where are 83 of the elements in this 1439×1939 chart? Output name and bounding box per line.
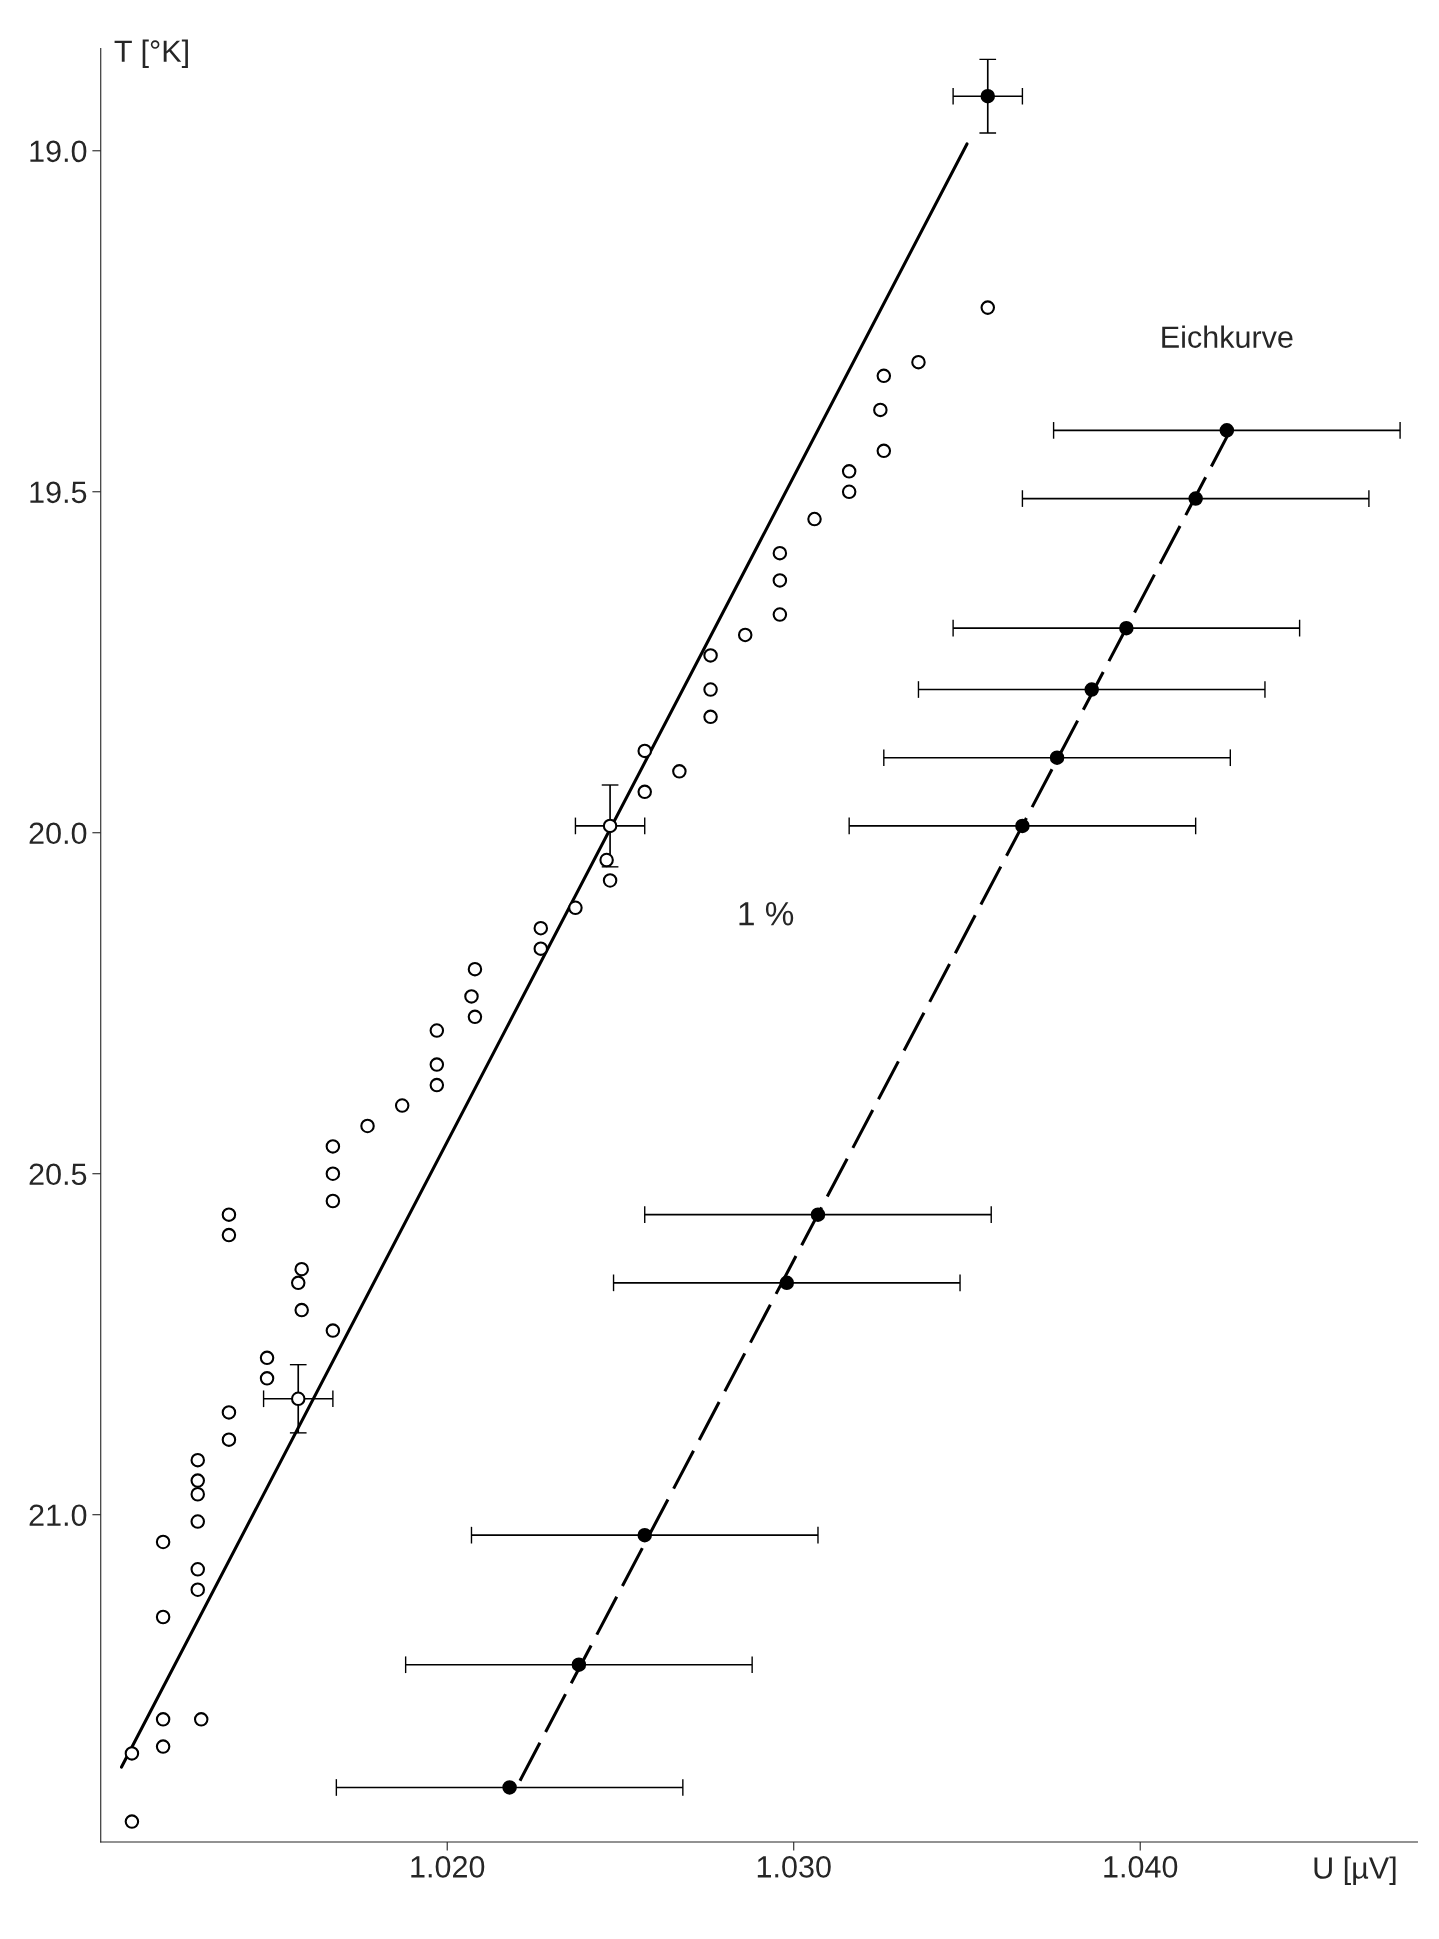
point <box>190 1473 205 1488</box>
point <box>602 873 618 888</box>
point <box>360 1118 375 1134</box>
point <box>190 1514 205 1529</box>
point <box>259 1350 275 1366</box>
text: Eichkurve <box>1162 325 1293 348</box>
point <box>703 682 718 697</box>
point <box>221 1227 237 1243</box>
point <box>779 1275 795 1291</box>
point <box>1119 620 1134 636</box>
point <box>637 784 652 800</box>
point <box>467 1009 483 1025</box>
point <box>502 1780 517 1795</box>
y-tick-label: 19.0 <box>30 140 87 163</box>
point <box>703 648 718 663</box>
point <box>290 1275 306 1291</box>
x-axis-title: U [µV] <box>1314 1856 1396 1885</box>
point <box>190 1562 205 1577</box>
point <box>568 900 583 916</box>
point <box>221 1432 237 1447</box>
point <box>290 1391 306 1407</box>
point <box>429 1057 445 1072</box>
point <box>1049 750 1065 765</box>
x-tick-label: 1.030 <box>757 1856 831 1878</box>
point <box>464 989 479 1004</box>
point <box>190 1452 205 1468</box>
point <box>467 961 483 977</box>
point <box>807 511 822 527</box>
point <box>190 1582 205 1597</box>
point <box>703 709 718 725</box>
point <box>221 1405 237 1420</box>
annotation: 1 % <box>739 902 794 926</box>
point <box>124 1746 140 1761</box>
point <box>772 545 788 561</box>
y-tick-label: 19.5 <box>30 481 87 504</box>
point <box>1084 682 1099 697</box>
point <box>873 402 888 418</box>
point <box>876 443 892 459</box>
point <box>1015 818 1030 834</box>
point <box>841 464 857 479</box>
point <box>911 354 926 370</box>
point <box>599 852 614 868</box>
point <box>876 368 892 384</box>
y-axis-title: T [°K] <box>114 39 188 68</box>
y-tick-label: 20.5 <box>29 1163 87 1186</box>
point <box>325 1139 341 1154</box>
point <box>637 1527 652 1543</box>
point <box>1219 423 1235 438</box>
point <box>155 1712 171 1727</box>
point <box>294 1261 309 1277</box>
point <box>602 818 618 834</box>
point <box>571 1657 587 1672</box>
point <box>325 1193 341 1209</box>
point <box>221 1207 237 1222</box>
point <box>124 1814 140 1829</box>
point <box>325 1166 341 1181</box>
point <box>841 484 857 500</box>
point <box>155 1739 171 1754</box>
point <box>325 1323 341 1338</box>
x-tick-label: 1.040 <box>1104 1856 1178 1878</box>
point <box>772 607 788 622</box>
point <box>190 1487 205 1502</box>
point <box>737 627 753 643</box>
point <box>980 88 996 104</box>
point <box>294 1302 309 1318</box>
x-tick-label: 1.020 <box>411 1856 485 1878</box>
point <box>810 1207 826 1222</box>
point <box>155 1534 171 1550</box>
point <box>533 920 549 936</box>
point <box>429 1077 445 1093</box>
point <box>429 1023 445 1038</box>
point <box>394 1098 410 1113</box>
point <box>1188 491 1203 506</box>
point <box>637 743 652 759</box>
point <box>155 1609 171 1625</box>
point <box>193 1712 209 1727</box>
point <box>980 300 996 315</box>
y-tick-label: 21.0 <box>29 1504 87 1527</box>
point <box>259 1371 275 1386</box>
point <box>533 941 549 956</box>
point <box>772 573 788 588</box>
y-tick-label: 20.0 <box>29 822 87 845</box>
point <box>672 764 687 779</box>
